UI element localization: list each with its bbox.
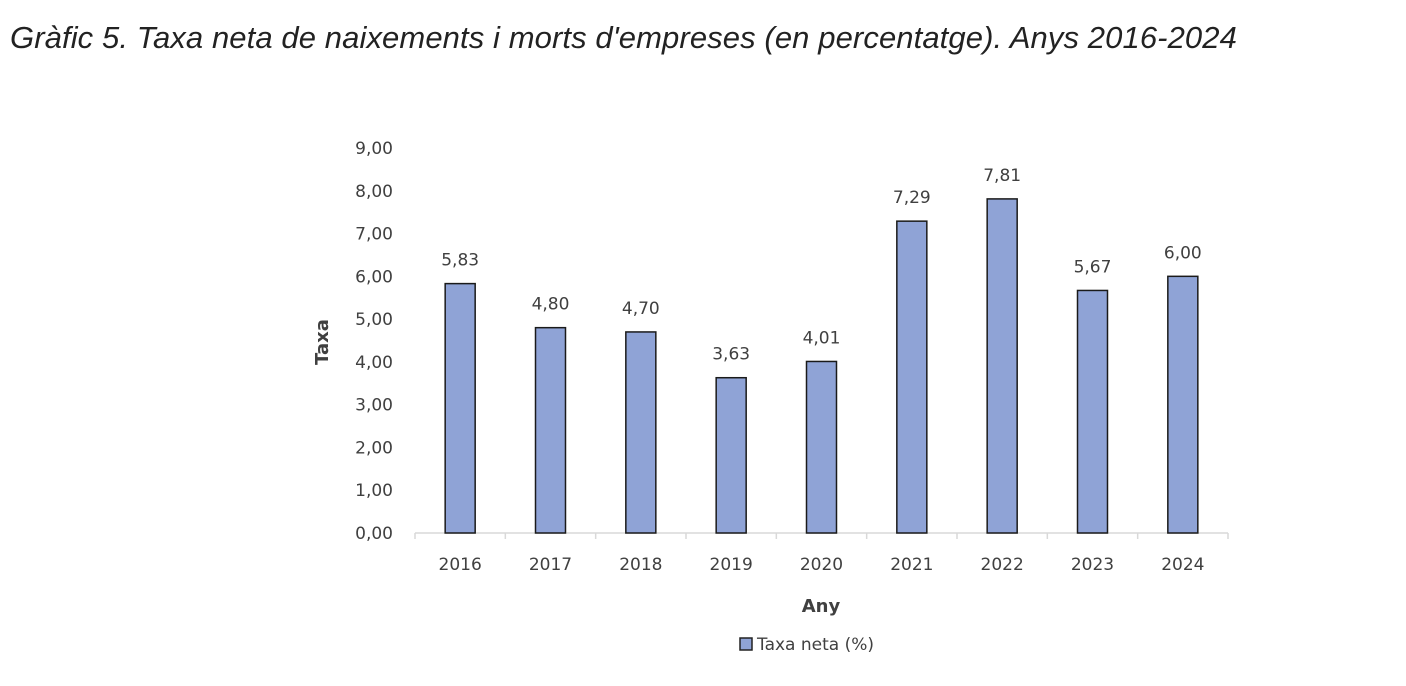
bar xyxy=(1167,275,1199,534)
y-tick-label: 5,00 xyxy=(355,310,393,330)
y-tick-label: 0,00 xyxy=(355,524,393,544)
data-label: 7,81 xyxy=(983,166,1021,186)
data-label: 5,67 xyxy=(1074,257,1112,277)
bar xyxy=(805,360,838,534)
data-label: 5,83 xyxy=(441,251,479,271)
data-label: 4,70 xyxy=(622,299,660,319)
x-tick-label: 2022 xyxy=(981,555,1024,575)
data-label: 4,80 xyxy=(532,295,570,315)
bar-series xyxy=(444,198,1199,534)
bar xyxy=(986,198,1018,534)
y-tick-label: 3,00 xyxy=(355,396,393,416)
legend-label: Taxa neta (%) xyxy=(756,635,874,655)
legend-swatch xyxy=(739,637,753,651)
x-tick-label: 2018 xyxy=(619,555,662,575)
x-tick-label: 2016 xyxy=(439,555,482,575)
x-tick-label: 2019 xyxy=(710,555,753,575)
x-tick-label: 2023 xyxy=(1071,555,1114,575)
chart-title: Gràfic 5. Taxa neta de naixements i mort… xyxy=(10,20,1237,55)
legend: Taxa neta (%) xyxy=(739,635,874,655)
y-tick-label: 4,00 xyxy=(355,353,393,373)
bar xyxy=(896,220,928,534)
y-tick-label: 2,00 xyxy=(355,438,393,458)
bar xyxy=(444,282,476,534)
x-tick-label: 2021 xyxy=(890,555,933,575)
bar xyxy=(1076,289,1109,534)
x-axis-title: Any xyxy=(802,596,841,617)
x-axis-tick-labels: 2016 2017 2018 2019 2020 2021 2022 2023 2024 xyxy=(439,555,1205,575)
y-axis-tick-labels: 0,00 1,00 2,00 3,00 4,00 5,00 6,00 7,00 8,00 9,00 xyxy=(355,139,393,544)
y-tick-label: 1,00 xyxy=(355,481,393,501)
data-label: 3,63 xyxy=(712,345,750,365)
bar xyxy=(715,376,747,534)
bar xyxy=(625,331,657,534)
data-label: 4,01 xyxy=(803,328,841,348)
x-tick-label: 2020 xyxy=(800,555,843,575)
data-label: 7,29 xyxy=(893,188,931,208)
y-axis-title: Taxa xyxy=(312,319,333,365)
x-tick-label: 2024 xyxy=(1161,555,1204,575)
data-label: 6,00 xyxy=(1164,243,1202,263)
x-axis-tick-marks xyxy=(414,533,1229,539)
x-tick-label: 2017 xyxy=(529,555,572,575)
data-labels: 5,83 4,80 4,70 3,63 4,01 7,29 7,81 5,67 6,00 xyxy=(441,166,1202,365)
bar xyxy=(534,326,567,534)
y-tick-label: 9,00 xyxy=(355,139,393,159)
y-tick-label: 6,00 xyxy=(355,267,393,287)
y-tick-label: 7,00 xyxy=(355,225,393,245)
y-tick-label: 8,00 xyxy=(355,182,393,202)
